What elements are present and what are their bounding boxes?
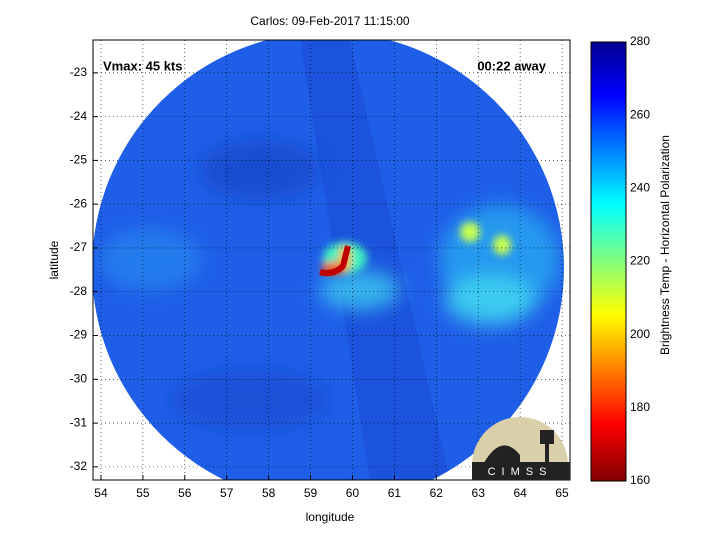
x-tick-label: 58 <box>262 486 276 500</box>
colorbar-tick-label: 160 <box>630 473 650 487</box>
y-tick-label: -29 <box>70 328 88 342</box>
colorbar-tick-label: 260 <box>630 107 650 121</box>
y-axis-label: latitude <box>47 240 61 279</box>
colorbar-tick-label: 200 <box>630 327 650 341</box>
x-tick-label: 57 <box>220 486 234 500</box>
colorbar-tick-label: 280 <box>630 34 650 48</box>
x-tick-label: 55 <box>136 486 150 500</box>
colorbar-label: Brightness Temp - Horizontal Polarizatio… <box>658 135 672 355</box>
y-tick-label: -23 <box>70 65 88 79</box>
logo-text: CIMSS <box>488 466 553 478</box>
x-tick-label: 56 <box>178 486 192 500</box>
x-axis-label: longitude <box>306 510 355 524</box>
colorbar-tick-label: 180 <box>630 400 650 414</box>
satellite-image <box>93 40 564 480</box>
x-tick-label: 63 <box>472 486 486 500</box>
colorbar-tick-label: 240 <box>630 181 650 195</box>
y-tick-label: -31 <box>70 415 88 429</box>
x-tick-label: 61 <box>388 486 402 500</box>
chart-title: Carlos: 09-Feb-2017 11:15:00 <box>250 14 410 28</box>
logo: CIMSS <box>472 417 570 480</box>
plot-frame <box>92 39 571 481</box>
colorbar-tick-label: 220 <box>630 254 650 268</box>
x-tick-label: 59 <box>304 486 318 500</box>
x-tick-label: 65 <box>555 486 569 500</box>
y-tick-label: -28 <box>70 284 88 298</box>
y-tick-label: -24 <box>70 109 88 123</box>
x-tick-label: 64 <box>513 486 527 500</box>
x-tick-label: 62 <box>430 486 444 500</box>
axes: 54 55 56 57 58 59 60 61 62 63 64 65 -23 -24 -25 -26 -27 -… <box>70 34 651 500</box>
y-tick-label: -25 <box>70 153 88 167</box>
annotation: Vmax: 45 kts <box>103 58 183 73</box>
y-tick-label: -30 <box>70 371 88 385</box>
y-tick-label: -27 <box>70 240 88 254</box>
y-tick-label: -32 <box>70 459 88 473</box>
annotation: 00:22 away <box>477 58 546 73</box>
x-tick-label: 60 <box>346 486 360 500</box>
y-tick-label: -26 <box>70 196 88 210</box>
colorbar <box>590 41 627 482</box>
x-tick-label: 54 <box>94 486 108 500</box>
